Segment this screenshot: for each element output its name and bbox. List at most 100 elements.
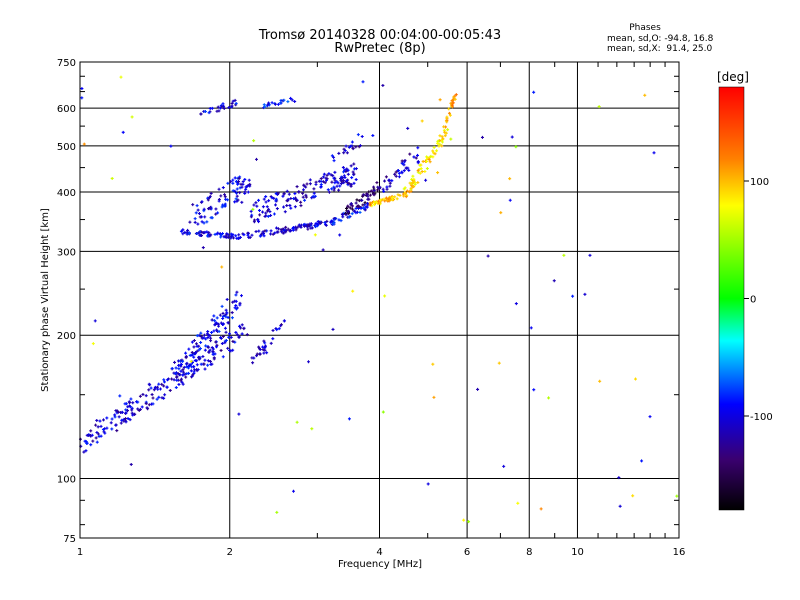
data-point [354, 145, 358, 149]
data-point [140, 405, 144, 409]
data-point [120, 410, 124, 414]
data-point [532, 90, 536, 94]
data-point [349, 202, 353, 206]
data-point [262, 234, 266, 238]
data-point [427, 157, 431, 161]
data-point [332, 185, 336, 189]
data-point [308, 182, 312, 186]
data-point [223, 195, 227, 199]
data-point [245, 333, 249, 337]
data-point [214, 212, 218, 216]
data-point [436, 139, 440, 143]
data-point [208, 348, 212, 352]
data-point [162, 380, 166, 384]
data-point [179, 369, 183, 373]
data-point [309, 222, 313, 226]
data-point [209, 191, 213, 195]
data-point [446, 128, 450, 132]
data-point [105, 426, 109, 430]
data-point [263, 105, 267, 109]
data-point [416, 181, 420, 185]
data-point [279, 101, 283, 105]
data-point [351, 204, 355, 208]
data-point [204, 337, 208, 341]
data-point [264, 200, 268, 204]
data-point [382, 197, 386, 201]
phases-title: Phases [629, 23, 661, 33]
data-point [547, 396, 551, 400]
data-point [323, 181, 327, 185]
data-point [329, 220, 333, 224]
data-point [225, 297, 229, 301]
data-point [129, 462, 133, 466]
data-point [212, 329, 216, 333]
data-point [128, 401, 132, 405]
data-point [408, 152, 412, 156]
data-point [364, 205, 368, 209]
data-point [256, 218, 260, 222]
data-point [170, 366, 174, 370]
data-point [390, 179, 394, 183]
data-point [102, 418, 106, 422]
data-point [345, 206, 349, 210]
data-point [360, 198, 364, 202]
data-point [206, 196, 210, 200]
data-point [218, 313, 222, 317]
data-point [291, 228, 295, 232]
data-point [289, 206, 293, 210]
data-point [181, 359, 185, 363]
data-point [453, 97, 457, 101]
data-point [93, 319, 97, 323]
data-point [197, 212, 201, 216]
data-point [177, 367, 181, 371]
data-point [387, 179, 391, 183]
data-point [343, 168, 347, 172]
data-point [80, 96, 84, 100]
data-point [352, 172, 356, 176]
data-point [349, 183, 353, 187]
data-point [191, 373, 195, 377]
data-point [181, 373, 185, 377]
data-point [157, 395, 161, 399]
y-tick-label: 75 [63, 534, 76, 545]
data-point [643, 93, 647, 97]
data-point [212, 356, 216, 360]
data-point [252, 356, 256, 360]
data-point [238, 301, 242, 305]
data-point [223, 326, 227, 330]
data-point [324, 223, 328, 227]
data-point [217, 329, 221, 333]
data-point [224, 315, 228, 319]
data-point [195, 334, 199, 338]
colorbar-tick-label: 0 [750, 295, 756, 306]
phases-o-stats: mean, sd,O: -94.8, 16.8 [607, 34, 714, 44]
x-tick-label: 4 [376, 547, 382, 558]
data-point [246, 233, 250, 237]
data-point [438, 98, 442, 102]
data-point [429, 154, 433, 158]
data-point [283, 210, 287, 214]
data-point [425, 160, 429, 164]
data-point [277, 327, 281, 331]
data-point [375, 181, 379, 185]
data-point [193, 368, 196, 372]
data-point [187, 231, 191, 235]
data-point [282, 98, 286, 102]
data-point [83, 439, 87, 443]
data-point [262, 197, 266, 201]
data-point [583, 292, 587, 296]
data-point [254, 201, 258, 205]
data-point [418, 163, 422, 167]
data-point [257, 198, 261, 202]
data-point [381, 83, 385, 87]
data-point [200, 200, 204, 204]
data-point [115, 429, 119, 433]
data-point [502, 464, 506, 468]
data-point [293, 205, 297, 209]
data-point [362, 206, 366, 210]
data-point [144, 402, 148, 406]
data-point [263, 348, 267, 352]
data-point [335, 180, 339, 184]
data-point [195, 363, 199, 367]
data-point [150, 402, 154, 406]
